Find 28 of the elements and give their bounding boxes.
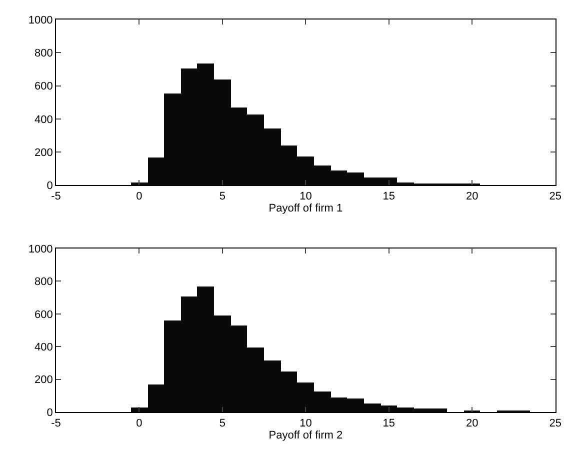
x-tick-label: 20 (466, 417, 478, 430)
x-tick-label: 0 (136, 417, 142, 430)
x-axis-title: Payoff of firm 2 (268, 429, 343, 442)
x-tick-label: 20 (466, 190, 478, 202)
y-tick-label: 200 (34, 146, 53, 159)
y-tick-label: 1000 (28, 243, 53, 256)
y-tick-label: 0 (46, 180, 53, 192)
x-tick-label: 10 (300, 417, 312, 430)
y-tick-label: 0 (46, 406, 53, 419)
x-tick-label: 25 (549, 190, 562, 202)
y-tick-label: 400 (34, 114, 53, 126)
y-tick-label: 400 (34, 342, 53, 354)
x-tick-label: 5 (219, 190, 226, 202)
x-tick-label: -5 (51, 190, 61, 202)
y-tick-label: 600 (34, 80, 53, 93)
x-tick-label: 0 (136, 190, 142, 202)
x-tick-label: -5 (51, 417, 61, 430)
y-tick-label: 1000 (28, 14, 53, 26)
y-tick-label: 600 (34, 308, 53, 321)
x-tick-label: 15 (382, 417, 396, 430)
x-tick-label: 5 (219, 417, 226, 430)
x-tick-label: 15 (382, 190, 396, 202)
x-axis-title: Payoff of firm 1 (268, 202, 343, 215)
y-tick-label: 800 (34, 276, 53, 288)
y-tick-label: 200 (34, 374, 53, 386)
x-tick-label: 10 (300, 190, 312, 202)
y-tick-label: 800 (34, 48, 53, 60)
x-tick-label: 25 (549, 417, 562, 430)
